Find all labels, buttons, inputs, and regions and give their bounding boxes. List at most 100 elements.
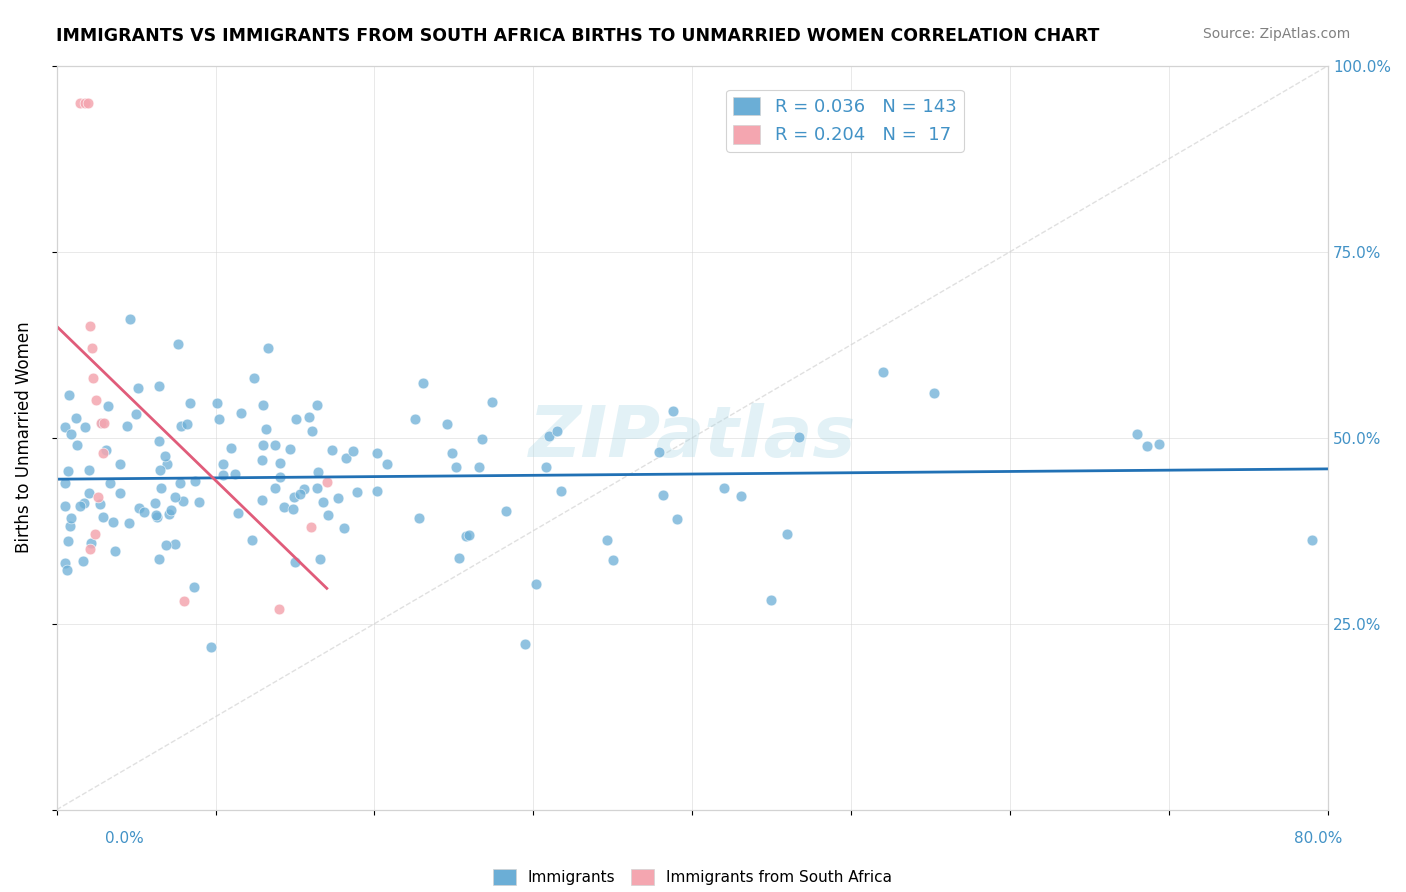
Point — [256, 422, 278, 436]
Point — [226, 506, 249, 520]
Point — [284, 411, 307, 425]
Point — [408, 511, 430, 525]
Point — [148, 378, 170, 392]
Point — [308, 552, 330, 566]
Point — [252, 438, 274, 452]
Point — [283, 490, 305, 504]
Point — [172, 494, 194, 508]
Point — [305, 481, 328, 495]
Point — [176, 417, 198, 431]
Point — [104, 544, 127, 558]
Point — [298, 410, 321, 425]
Point — [256, 341, 278, 355]
Point — [59, 519, 82, 533]
Point — [524, 577, 547, 591]
Point — [77, 95, 100, 110]
Point — [153, 449, 176, 463]
Point — [250, 453, 273, 467]
Point — [90, 416, 112, 430]
Point — [776, 527, 799, 541]
Point — [77, 463, 100, 477]
Point — [596, 533, 619, 548]
Point — [602, 553, 624, 567]
Point — [56, 562, 79, 576]
Point — [273, 500, 295, 514]
Point — [65, 411, 87, 425]
Point — [481, 395, 503, 409]
Point — [333, 521, 356, 535]
Point — [125, 407, 148, 421]
Point — [143, 496, 166, 510]
Point — [454, 529, 477, 543]
Point — [132, 505, 155, 519]
Point — [148, 552, 170, 566]
Point — [200, 640, 222, 655]
Point — [1301, 533, 1323, 547]
Point — [299, 520, 322, 534]
Point — [173, 594, 195, 608]
Point — [86, 393, 108, 408]
Point — [212, 458, 235, 472]
Point — [156, 457, 179, 471]
Point — [79, 542, 101, 557]
Text: 0.0%: 0.0% — [105, 831, 145, 846]
Point — [87, 490, 110, 504]
Point — [91, 416, 114, 430]
Point — [872, 365, 894, 379]
Point — [457, 527, 479, 541]
Point — [145, 508, 167, 522]
Point — [59, 510, 82, 524]
Point — [1149, 437, 1171, 451]
Point — [288, 486, 311, 500]
Point — [97, 400, 120, 414]
Point — [117, 419, 139, 434]
Point — [75, 95, 97, 110]
Point — [269, 470, 291, 484]
Point — [301, 425, 323, 439]
Point — [66, 438, 89, 452]
Point — [80, 535, 103, 549]
Point — [69, 499, 91, 513]
Point — [179, 396, 201, 410]
Point — [240, 533, 263, 547]
Point — [534, 459, 557, 474]
Point — [53, 556, 76, 570]
Point — [148, 434, 170, 449]
Point — [447, 550, 470, 565]
Point — [101, 515, 124, 529]
Point — [80, 342, 103, 356]
Point — [72, 554, 94, 568]
Point — [60, 427, 83, 442]
Point — [335, 450, 357, 465]
Point — [53, 419, 76, 434]
Point — [263, 438, 285, 452]
Point — [229, 406, 252, 420]
Point — [412, 376, 434, 391]
Point — [404, 412, 426, 426]
Point — [205, 396, 228, 410]
Point — [787, 430, 810, 444]
Point — [53, 500, 76, 514]
Point — [342, 443, 364, 458]
Point — [666, 511, 689, 525]
Point — [264, 481, 287, 495]
Point — [312, 494, 335, 508]
Point — [184, 474, 207, 488]
Point — [537, 429, 560, 443]
Text: 80.0%: 80.0% — [1295, 831, 1343, 846]
Point — [160, 503, 183, 517]
Point — [149, 482, 172, 496]
Point — [73, 496, 96, 510]
Point — [163, 491, 186, 505]
Point — [91, 445, 114, 459]
Point — [661, 403, 683, 417]
Point — [243, 371, 266, 385]
Point — [269, 602, 291, 616]
Point — [58, 388, 80, 402]
Point — [53, 475, 76, 490]
Point — [328, 491, 350, 506]
Point — [346, 484, 368, 499]
Point — [219, 441, 242, 455]
Point — [366, 446, 388, 460]
Point — [56, 464, 79, 478]
